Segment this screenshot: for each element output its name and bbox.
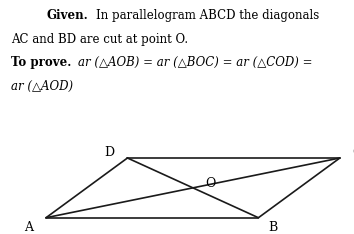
Text: B: B [268, 221, 277, 234]
Text: D: D [105, 146, 115, 159]
Text: ar (△AOB) = ar (△BOC) = ar (△COD) =: ar (△AOB) = ar (△BOC) = ar (△COD) = [78, 56, 312, 69]
Text: O: O [205, 177, 216, 190]
Text: To prove.: To prove. [11, 56, 71, 69]
Text: Given.: Given. [46, 9, 88, 22]
Text: A: A [24, 221, 33, 234]
Text: C: C [353, 146, 354, 159]
Text: In parallelogram ABCD the diagonals: In parallelogram ABCD the diagonals [96, 9, 319, 22]
Text: AC and BD are cut at point O.: AC and BD are cut at point O. [11, 33, 188, 46]
Text: ar (△AOD): ar (△AOD) [11, 80, 73, 93]
